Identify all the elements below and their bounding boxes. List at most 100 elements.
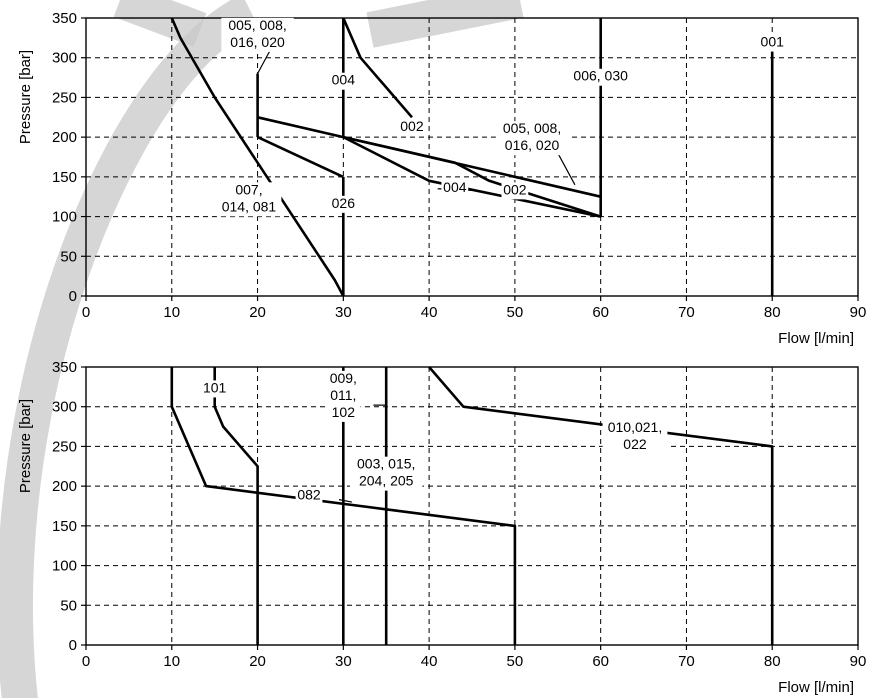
series-line bbox=[342, 17, 413, 119]
annotation-line: 101 bbox=[203, 379, 227, 395]
annotation-backdrop bbox=[216, 182, 282, 217]
annotation-line: 003, 015, bbox=[357, 456, 415, 472]
annotation-backdrop bbox=[201, 380, 229, 398]
x-tick-label: 60 bbox=[592, 653, 609, 670]
annotation-backdrop bbox=[329, 195, 357, 213]
annotation-backdrop bbox=[501, 182, 529, 200]
x-tick-label: 90 bbox=[850, 304, 867, 321]
annotation-line: 006, 030 bbox=[573, 68, 628, 84]
x-tick-label: 40 bbox=[421, 653, 438, 670]
y-tick-label: 300 bbox=[52, 399, 77, 416]
x-axis-label: Flow [l/min] bbox=[778, 330, 854, 347]
annotation-label: 082 bbox=[297, 487, 321, 503]
y-tick-label: 50 bbox=[60, 597, 77, 614]
bottom-chart-panel: 0 10 20 30 40 50 60 70 80 90 0 50 100 150 200 250 300 350… bbox=[17, 359, 866, 696]
y-tick-label: 250 bbox=[52, 438, 77, 455]
y-tick-label: 0 bbox=[69, 637, 77, 654]
x-tick-label: 30 bbox=[335, 304, 352, 321]
annotation-backdrop bbox=[221, 17, 294, 52]
annotation-label: 007, 014, 081 bbox=[222, 181, 277, 214]
x-tick-label: 80 bbox=[764, 653, 781, 670]
top-chart-panel: 0 10 20 30 40 50 60 70 80 90 0 50 100 150 200 250 300 350… bbox=[17, 10, 866, 347]
annotation-backdrop bbox=[441, 179, 469, 197]
series-line bbox=[170, 367, 517, 645]
x-tick-label: 60 bbox=[592, 304, 609, 321]
annotation-label: 005, 008, 016, 020 bbox=[503, 120, 561, 153]
y-tick-label: 0 bbox=[69, 288, 77, 305]
annotation-label: 002 bbox=[400, 118, 424, 134]
annotation-backdrop bbox=[398, 118, 426, 136]
annotation-line: 022 bbox=[623, 436, 647, 452]
annotation-line: 007, bbox=[235, 181, 262, 197]
x-tick-label: 30 bbox=[335, 653, 352, 670]
x-tick-label: 20 bbox=[249, 653, 266, 670]
x-tick-label: 0 bbox=[82, 304, 90, 321]
annotation-leader bbox=[338, 499, 353, 503]
y-tick-label: 300 bbox=[52, 50, 77, 67]
plot-frame bbox=[85, 17, 859, 297]
y-tick-label: 350 bbox=[52, 10, 77, 27]
annotation-label: 005, 008, 016, 020 bbox=[228, 17, 286, 50]
y-axis-label: Pressure [bar] bbox=[17, 50, 34, 144]
annotation-backdrop bbox=[758, 34, 786, 52]
annotation-line: 082 bbox=[297, 487, 321, 503]
annotation-line: 002 bbox=[503, 181, 527, 197]
annotation-label: 004 bbox=[443, 179, 467, 195]
annotation-line: 005, 008, bbox=[503, 120, 561, 136]
annotation-leader bbox=[557, 152, 576, 186]
x-tick-label: 40 bbox=[421, 304, 438, 321]
series-line bbox=[342, 135, 601, 218]
annotation-backdrop bbox=[326, 370, 361, 422]
series-line bbox=[343, 135, 602, 218]
y-tick-label: 250 bbox=[52, 89, 77, 106]
y-tick-label: 100 bbox=[52, 209, 77, 226]
x-tick-label: 0 bbox=[82, 653, 90, 670]
annotation-line: 016, 020 bbox=[230, 34, 285, 50]
annotation-label: 003, 015, 204, 205 bbox=[357, 456, 415, 489]
watermark bbox=[0, 0, 524, 698]
y-axis-label: Pressure [bar] bbox=[17, 399, 34, 493]
series-line bbox=[213, 367, 259, 645]
x-axis-label: Flow [l/min] bbox=[778, 679, 854, 696]
annotation-line: 016, 020 bbox=[505, 137, 560, 153]
annotation-line: 011, bbox=[330, 387, 356, 403]
plot-frame bbox=[85, 366, 859, 646]
annotation-label: 009, 011, 102 bbox=[330, 370, 357, 420]
x-tick-label: 80 bbox=[764, 304, 781, 321]
x-tick-label: 70 bbox=[678, 653, 695, 670]
annotation-line: 010,021, bbox=[608, 419, 663, 435]
annotation-backdrop bbox=[295, 487, 323, 505]
annotation-line: 204, 205 bbox=[359, 473, 414, 489]
annotation-backdrop bbox=[329, 72, 357, 90]
annotation-line: 005, 008, bbox=[228, 17, 286, 33]
annotation-line: 004 bbox=[332, 72, 356, 88]
annotation-line: 004 bbox=[443, 179, 467, 195]
x-tick-label: 50 bbox=[507, 653, 524, 670]
annotation-line: 001 bbox=[761, 34, 785, 50]
annotation-label: 004 bbox=[332, 72, 356, 88]
y-tick-label: 350 bbox=[52, 359, 77, 376]
annotation-label: 001 bbox=[761, 34, 785, 50]
annotation-label: 002 bbox=[503, 181, 527, 197]
annotation-line: 026 bbox=[332, 195, 356, 211]
y-tick-label: 100 bbox=[52, 558, 77, 575]
x-tick-label: 20 bbox=[249, 304, 266, 321]
x-tick-label: 70 bbox=[678, 304, 695, 321]
y-tick-label: 150 bbox=[52, 169, 77, 186]
annotation-line: 002 bbox=[400, 118, 424, 134]
annotation-line: 102 bbox=[332, 404, 356, 420]
annotation-backdrop bbox=[495, 121, 569, 156]
series-line bbox=[257, 135, 344, 179]
annotation-backdrop bbox=[568, 68, 634, 86]
annotation-line: 014, 081 bbox=[222, 198, 277, 214]
x-tick-label: 50 bbox=[507, 304, 524, 321]
series-line bbox=[170, 17, 345, 297]
annotation-label: 010,021, 022 bbox=[608, 419, 663, 452]
x-tick-label: 90 bbox=[850, 653, 867, 670]
annotation-label: 026 bbox=[332, 195, 356, 211]
y-tick-label: 200 bbox=[52, 478, 77, 495]
y-tick-label: 200 bbox=[52, 129, 77, 146]
annotation-backdrop bbox=[602, 420, 668, 455]
annotation-label: 101 bbox=[203, 379, 227, 395]
